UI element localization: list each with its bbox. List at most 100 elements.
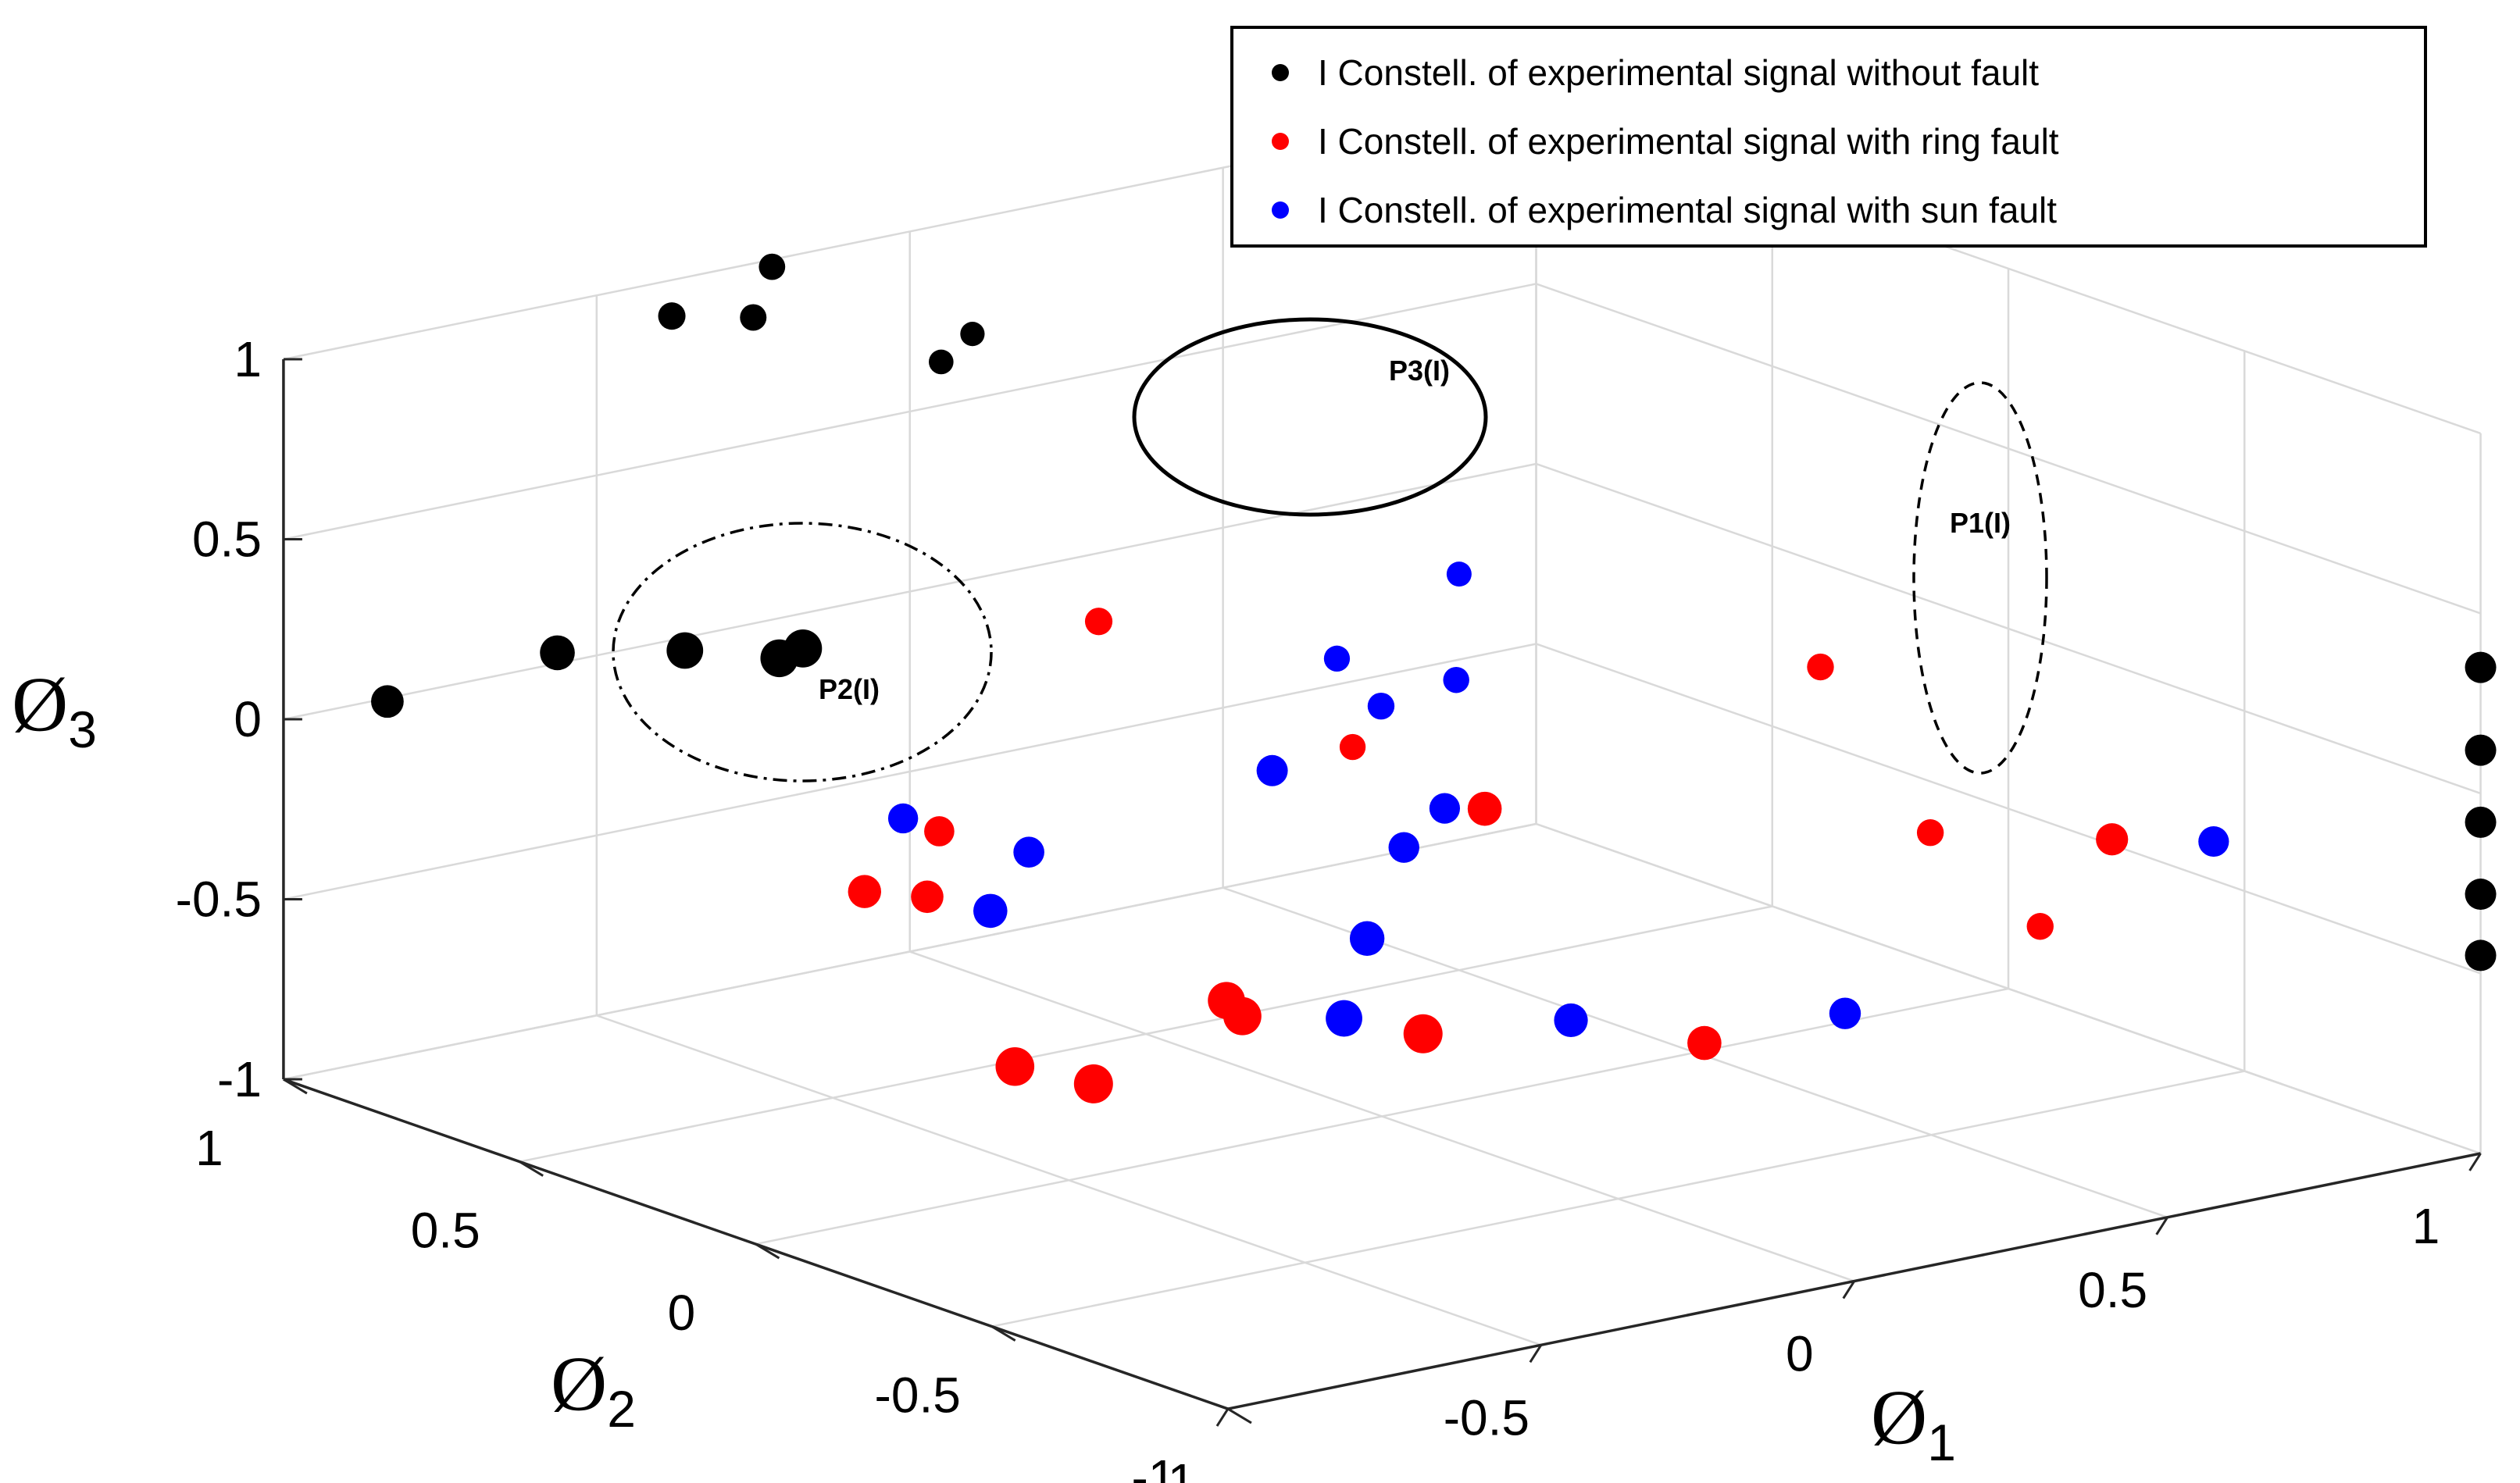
grid-layer	[282, 102, 2482, 1410]
data-point-series-2	[911, 880, 944, 914]
floor-gridline-y	[519, 905, 1773, 1163]
x-tick-mark	[1842, 1280, 1856, 1299]
data-point-series-3	[1256, 754, 1288, 786]
y-tick-mark	[991, 1325, 1016, 1342]
y-tick-mark	[519, 1160, 544, 1177]
ellipse-layer	[612, 317, 2048, 782]
data-point-series-2	[1467, 791, 1502, 826]
legend-label-2: I Constell. of experimental signal with …	[1318, 121, 2059, 162]
data-point-series-3	[1443, 667, 1469, 693]
x-axis-title-subscript: 1	[1927, 1413, 1956, 1471]
z-tick-label: -0.5	[176, 872, 262, 928]
legend-marker-1	[1272, 64, 1289, 81]
data-point-series-2	[1084, 608, 1113, 636]
data-point-series-3	[1554, 1003, 1588, 1038]
x-tick-mark	[2468, 1153, 2482, 1171]
data-point-series-1	[740, 304, 767, 331]
axis-layer	[282, 358, 2482, 1427]
floor-gridline-y	[283, 822, 1537, 1081]
legend: I Constell. of experimental signal witho…	[1230, 26, 2427, 248]
data-point-series-1	[540, 635, 575, 671]
legend-label-1: I Constell. of experimental signal witho…	[1318, 52, 2039, 93]
floor-gridline-y	[755, 987, 2009, 1246]
cluster-ellipse-3	[1132, 317, 1488, 517]
z-axis-title: Ø3	[12, 661, 97, 758]
back-wall-gridline-z	[283, 283, 1537, 540]
y-tick-label: -0.5	[875, 1367, 961, 1424]
x-tick-label: -0.5	[1444, 1389, 1529, 1446]
y-tick-label: 0.5	[411, 1203, 480, 1259]
x-tick-label: 0.5	[2078, 1262, 2147, 1318]
data-point-series-2	[1403, 1014, 1443, 1053]
data-point-series-2	[2026, 913, 2054, 940]
data-point-series-1	[2465, 806, 2497, 838]
data-point-series-2	[1807, 653, 1834, 681]
data-point-series-2	[1687, 1025, 1722, 1061]
data-point-series-3	[887, 803, 919, 834]
data-point-series-1	[2465, 651, 2497, 683]
data-point-series-1	[2465, 734, 2497, 766]
z-axis-title-symbol: Ø	[12, 661, 68, 747]
data-point-series-1	[960, 322, 985, 347]
y-axis-title-symbol: Ø	[551, 1340, 607, 1427]
data-point-series-2	[848, 875, 882, 908]
data-point-series-1	[2465, 879, 2497, 911]
data-point-series-3	[2198, 825, 2229, 857]
data-point-series-3	[1388, 832, 1419, 863]
data-point-series-3	[973, 893, 1008, 929]
data-point-series-1	[783, 629, 823, 668]
legend-marker-2	[1272, 133, 1289, 150]
data-point-series-3	[1349, 921, 1385, 956]
data-point-series-3	[1323, 645, 1351, 672]
data-point-series-3	[1829, 997, 1861, 1029]
cluster-ellipse-1	[1912, 381, 2048, 775]
z-tick-label: 0	[234, 691, 262, 747]
data-point-series-3	[1013, 836, 1044, 868]
data-point-series-1	[929, 349, 954, 375]
cluster-ellipse-2	[612, 522, 993, 782]
label-layer: -1-1-1-0.5-0.5-0.50000.50.50.5111Ø1Ø2Ø3P…	[12, 331, 2440, 1483]
y-axis-title: Ø2	[551, 1340, 636, 1438]
data-point-series-1	[371, 685, 404, 718]
y-tick-mark	[283, 1078, 308, 1095]
data-point-series-3	[1446, 561, 1472, 587]
z-tick-label: -1	[217, 1051, 262, 1107]
legend-label-3: I Constell. of experimental signal with …	[1318, 190, 2057, 230]
data-point-series-2	[1073, 1064, 1113, 1103]
y-tick-label: -1	[1131, 1449, 1176, 1483]
cluster-label-1: P1(I)	[1950, 507, 2011, 539]
data-point-series-3	[1326, 1000, 1362, 1037]
z-tick-label: 0.5	[192, 511, 262, 567]
x-tick-label: -1	[1151, 1453, 1195, 1483]
data-point-series-2	[1916, 819, 1944, 847]
data-point-series-1	[658, 302, 686, 330]
y-tick-label: 1	[195, 1120, 223, 1176]
x-tick-mark	[2155, 1216, 2168, 1235]
y-tick-mark	[755, 1242, 780, 1260]
data-point-series-1	[758, 253, 786, 280]
x-axis-title: Ø1	[1871, 1374, 1956, 1471]
data-point-series-1	[666, 632, 704, 669]
data-point-series-2	[1223, 996, 1262, 1036]
legend-marker-3	[1272, 201, 1289, 219]
x-tick-label: 1	[2412, 1198, 2440, 1254]
x-tick-label: 0	[1786, 1326, 1814, 1382]
y-axis-title-subscript: 2	[607, 1380, 636, 1438]
x-axis-title-symbol: Ø	[1871, 1374, 1927, 1460]
y-tick-mark	[1227, 1407, 1252, 1424]
z-axis-title-subscript: 3	[68, 701, 97, 758]
data-point-series-2	[2096, 823, 2129, 856]
floor-gridline-x	[1536, 822, 2481, 1155]
back-wall-gridline-z	[283, 462, 1537, 721]
data-point-series-2	[995, 1046, 1035, 1086]
x-tick-mark	[1215, 1408, 1230, 1427]
data-point-series-1	[2465, 939, 2497, 971]
side-wall-gridline-z	[1536, 462, 2481, 795]
data-point-series-3	[1429, 793, 1461, 824]
x-tick-mark	[1529, 1344, 1543, 1364]
points-layer	[371, 253, 2497, 1103]
data-point-series-3	[1367, 692, 1395, 720]
side-wall-gridline-z	[1536, 283, 2481, 615]
y-tick-label: 0	[668, 1285, 696, 1341]
